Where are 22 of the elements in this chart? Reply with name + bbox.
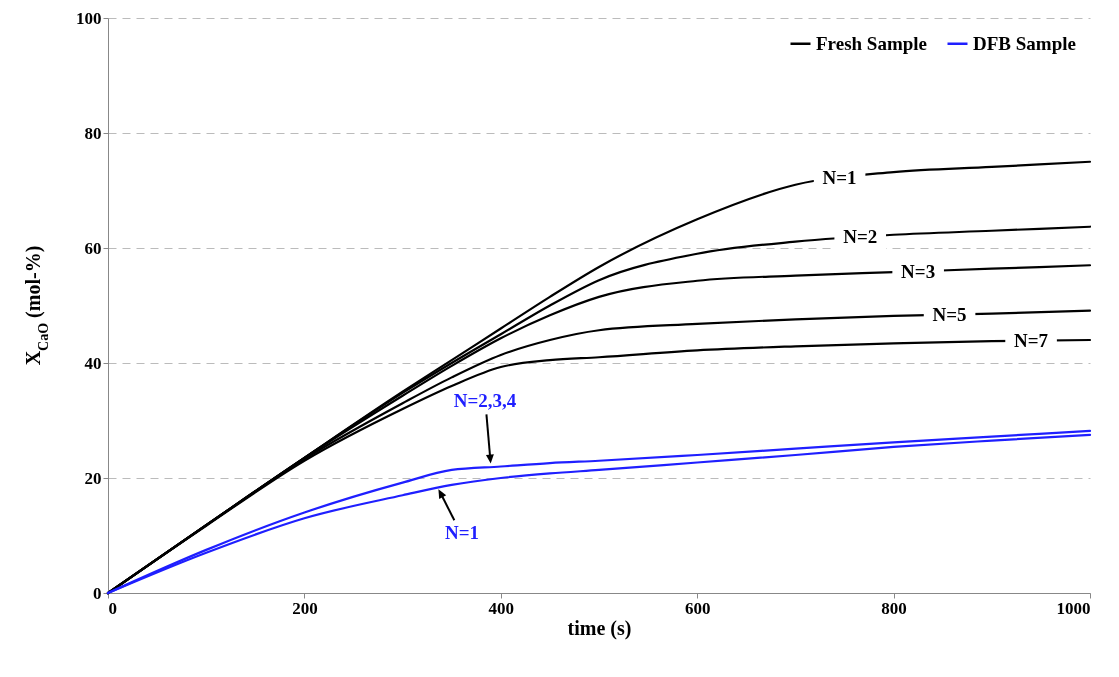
- annotation: N=5: [932, 304, 967, 326]
- legend-label: Fresh Sample: [816, 32, 928, 54]
- annotation: N=3: [901, 261, 936, 283]
- annotation: N=7: [1014, 329, 1049, 351]
- y-tick-label: 80: [84, 123, 102, 143]
- x-tick-label: 200: [292, 598, 318, 618]
- x-tick-label: 800: [881, 598, 907, 618]
- annotation: N=1: [444, 521, 479, 543]
- y-tick-label: 20: [84, 468, 102, 488]
- legend-label: DFB Sample: [973, 32, 1076, 54]
- annotation: N=2: [843, 225, 878, 247]
- y-tick-label: 0: [93, 583, 102, 603]
- x-axis-title: time (s): [567, 616, 632, 640]
- y-tick-label: 60: [84, 238, 102, 258]
- x-tick-label: 1000: [1056, 598, 1091, 618]
- y-tick-label: 100: [76, 8, 102, 28]
- x-tick-label: 0: [108, 598, 117, 618]
- x-tick-label: 600: [684, 598, 711, 618]
- y-tick-label: 40: [84, 353, 102, 373]
- annotation: N=1: [822, 167, 857, 189]
- x-tick-label: 400: [488, 598, 515, 618]
- annotation: N=2,3,4: [453, 389, 517, 411]
